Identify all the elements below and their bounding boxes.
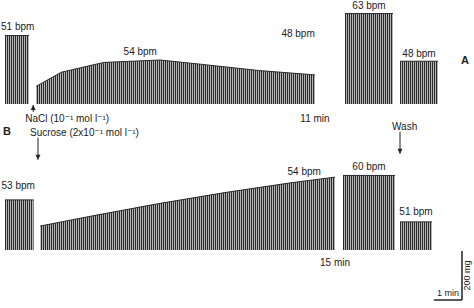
html-text:51 bpm: 51 bpm (1, 20, 35, 32)
html-text:48 bpm: 48 bpm (281, 27, 315, 39)
html-text:B: B (3, 125, 11, 137)
html-text:63 bpm: 63 bpm (352, 0, 386, 11)
html-text:A: A (461, 54, 469, 66)
html-text:51 bpm: 51 bpm (399, 205, 433, 217)
html-text:60 bpm: 60 bpm (352, 160, 386, 172)
html-text:48 bpm: 48 bpm (402, 47, 436, 59)
html-text:53 bpm: 53 bpm (1, 179, 35, 191)
html-text:Wash: Wash (392, 120, 418, 132)
html-text:54 bpm: 54 bpm (287, 165, 321, 176)
svg-text:1 min: 1 min (437, 288, 459, 298)
html-text:Sucrose (2x10⁻¹ mol l⁻¹): Sucrose (2x10⁻¹ mol l⁻¹) (30, 126, 139, 138)
svg-text:200 mg: 200 mg (462, 261, 466, 291)
html-text:NaCl (10⁻¹ mol l⁻¹): NaCl (10⁻¹ mol l⁻¹) (25, 112, 110, 124)
html-text:15 min: 15 min (320, 256, 350, 268)
html-text:11 min: 11 min (300, 112, 330, 124)
html-text:54 bpm: 54 bpm (123, 45, 157, 57)
